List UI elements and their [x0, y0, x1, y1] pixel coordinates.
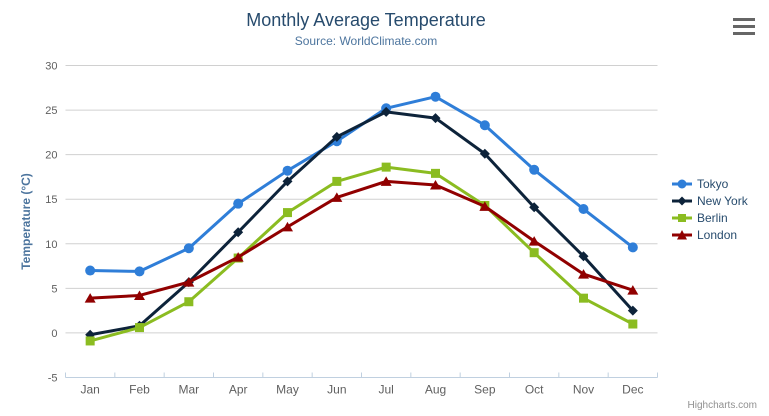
series-line-london: [88, 179, 635, 300]
data-point-berlin[interactable]: [283, 208, 292, 218]
x-axis-label: Aug: [425, 383, 446, 397]
legend-marker-berlin-icon: [672, 214, 692, 222]
legend-item-label: Tokyo: [697, 177, 729, 191]
data-point-tokyo[interactable]: [578, 204, 589, 215]
data-point-london[interactable]: [479, 201, 491, 211]
data-point-tokyo[interactable]: [479, 120, 490, 131]
data-point-london[interactable]: [134, 290, 145, 300]
data-point-new-york[interactable]: [430, 113, 441, 124]
data-point-berlin[interactable]: [628, 319, 638, 329]
data-point-berlin[interactable]: [529, 248, 539, 258]
x-axis-label: Jun: [327, 383, 346, 397]
y-axis-label: 25: [45, 105, 57, 117]
credits-link[interactable]: Highcharts.com: [687, 400, 757, 411]
data-point-london[interactable]: [84, 293, 96, 303]
export-menu-button[interactable]: [733, 18, 755, 35]
y-axis-title: Temperature (°C): [19, 173, 33, 270]
x-axis-label: Oct: [525, 383, 544, 397]
data-point-new-york[interactable]: [627, 305, 638, 316]
y-axis-label: 10: [45, 239, 57, 251]
hamburger-icon: [733, 32, 755, 35]
y-axis-label: 15: [45, 194, 57, 206]
data-point-london[interactable]: [331, 192, 343, 202]
data-point-london[interactable]: [627, 285, 639, 295]
series-line-berlin: [88, 165, 635, 343]
y-axis-label: 5: [51, 283, 57, 295]
x-axis-label: Jan: [80, 383, 99, 397]
legend-item-label: London: [697, 228, 738, 242]
data-point-london[interactable]: [430, 179, 441, 190]
data-point-new-york[interactable]: [381, 106, 392, 117]
data-point-london[interactable]: [232, 252, 244, 262]
data-point-berlin[interactable]: [85, 336, 95, 346]
legend-item-label: Berlin: [697, 211, 728, 225]
legend-marker-london-icon: [672, 230, 692, 240]
data-point-new-york[interactable]: [479, 148, 490, 159]
data-point-tokyo[interactable]: [430, 91, 441, 102]
data-point-tokyo[interactable]: [233, 198, 244, 209]
data-point-tokyo[interactable]: [529, 164, 540, 175]
x-axis-label: Feb: [129, 383, 150, 397]
data-point-london[interactable]: [528, 236, 540, 246]
data-point-tokyo[interactable]: [627, 242, 638, 253]
hamburger-icon: [733, 18, 755, 21]
x-axis-label: Dec: [622, 383, 643, 397]
data-point-new-york[interactable]: [578, 251, 589, 262]
x-axis-label: Mar: [178, 383, 199, 397]
data-point-tokyo[interactable]: [183, 243, 194, 254]
data-point-new-york[interactable]: [331, 131, 342, 142]
data-point-berlin[interactable]: [135, 323, 144, 333]
legend-item-london[interactable]: London: [672, 227, 748, 243]
x-axis-label: Jul: [378, 383, 393, 397]
data-point-new-york[interactable]: [233, 227, 244, 238]
legend: Tokyo New York Berlin London: [672, 176, 748, 243]
hamburger-icon: [733, 25, 755, 28]
x-axis-label: Sep: [474, 383, 496, 397]
data-point-berlin[interactable]: [431, 168, 440, 178]
data-point-tokyo[interactable]: [282, 165, 293, 176]
y-axis-label: -5: [48, 373, 58, 385]
data-point-berlin[interactable]: [579, 293, 588, 303]
data-point-tokyo[interactable]: [134, 266, 145, 277]
y-axis-label: 30: [45, 61, 57, 73]
data-point-london[interactable]: [380, 176, 392, 186]
y-axis-label: 20: [45, 150, 57, 162]
data-point-london[interactable]: [578, 269, 589, 279]
x-axis-label: Apr: [229, 383, 248, 397]
data-point-london[interactable]: [183, 277, 195, 287]
data-point-berlin[interactable]: [332, 176, 342, 186]
chart-title: Monthly Average Temperature: [246, 10, 486, 30]
data-point-berlin[interactable]: [381, 162, 391, 172]
legend-marker-tokyo-icon: [672, 179, 692, 189]
chart-subtitle: Source: WorldClimate.com: [294, 34, 438, 48]
y-axis-label: 0: [51, 328, 57, 340]
legend-item-label: New York: [697, 194, 748, 208]
legend-item-tokyo[interactable]: Tokyo: [672, 176, 748, 192]
data-point-berlin[interactable]: [184, 297, 194, 307]
x-axis-label: Nov: [573, 383, 594, 397]
legend-item-berlin[interactable]: Berlin: [672, 210, 748, 226]
legend-item-new-york[interactable]: New York: [672, 193, 748, 209]
series-line-new-york: [88, 110, 635, 337]
legend-marker-new-york-icon: [672, 196, 692, 206]
x-axis-label: May: [276, 383, 299, 397]
data-point-london[interactable]: [282, 221, 293, 232]
data-point-tokyo[interactable]: [85, 265, 96, 276]
data-point-new-york[interactable]: [282, 176, 293, 187]
data-point-new-york[interactable]: [529, 202, 540, 213]
